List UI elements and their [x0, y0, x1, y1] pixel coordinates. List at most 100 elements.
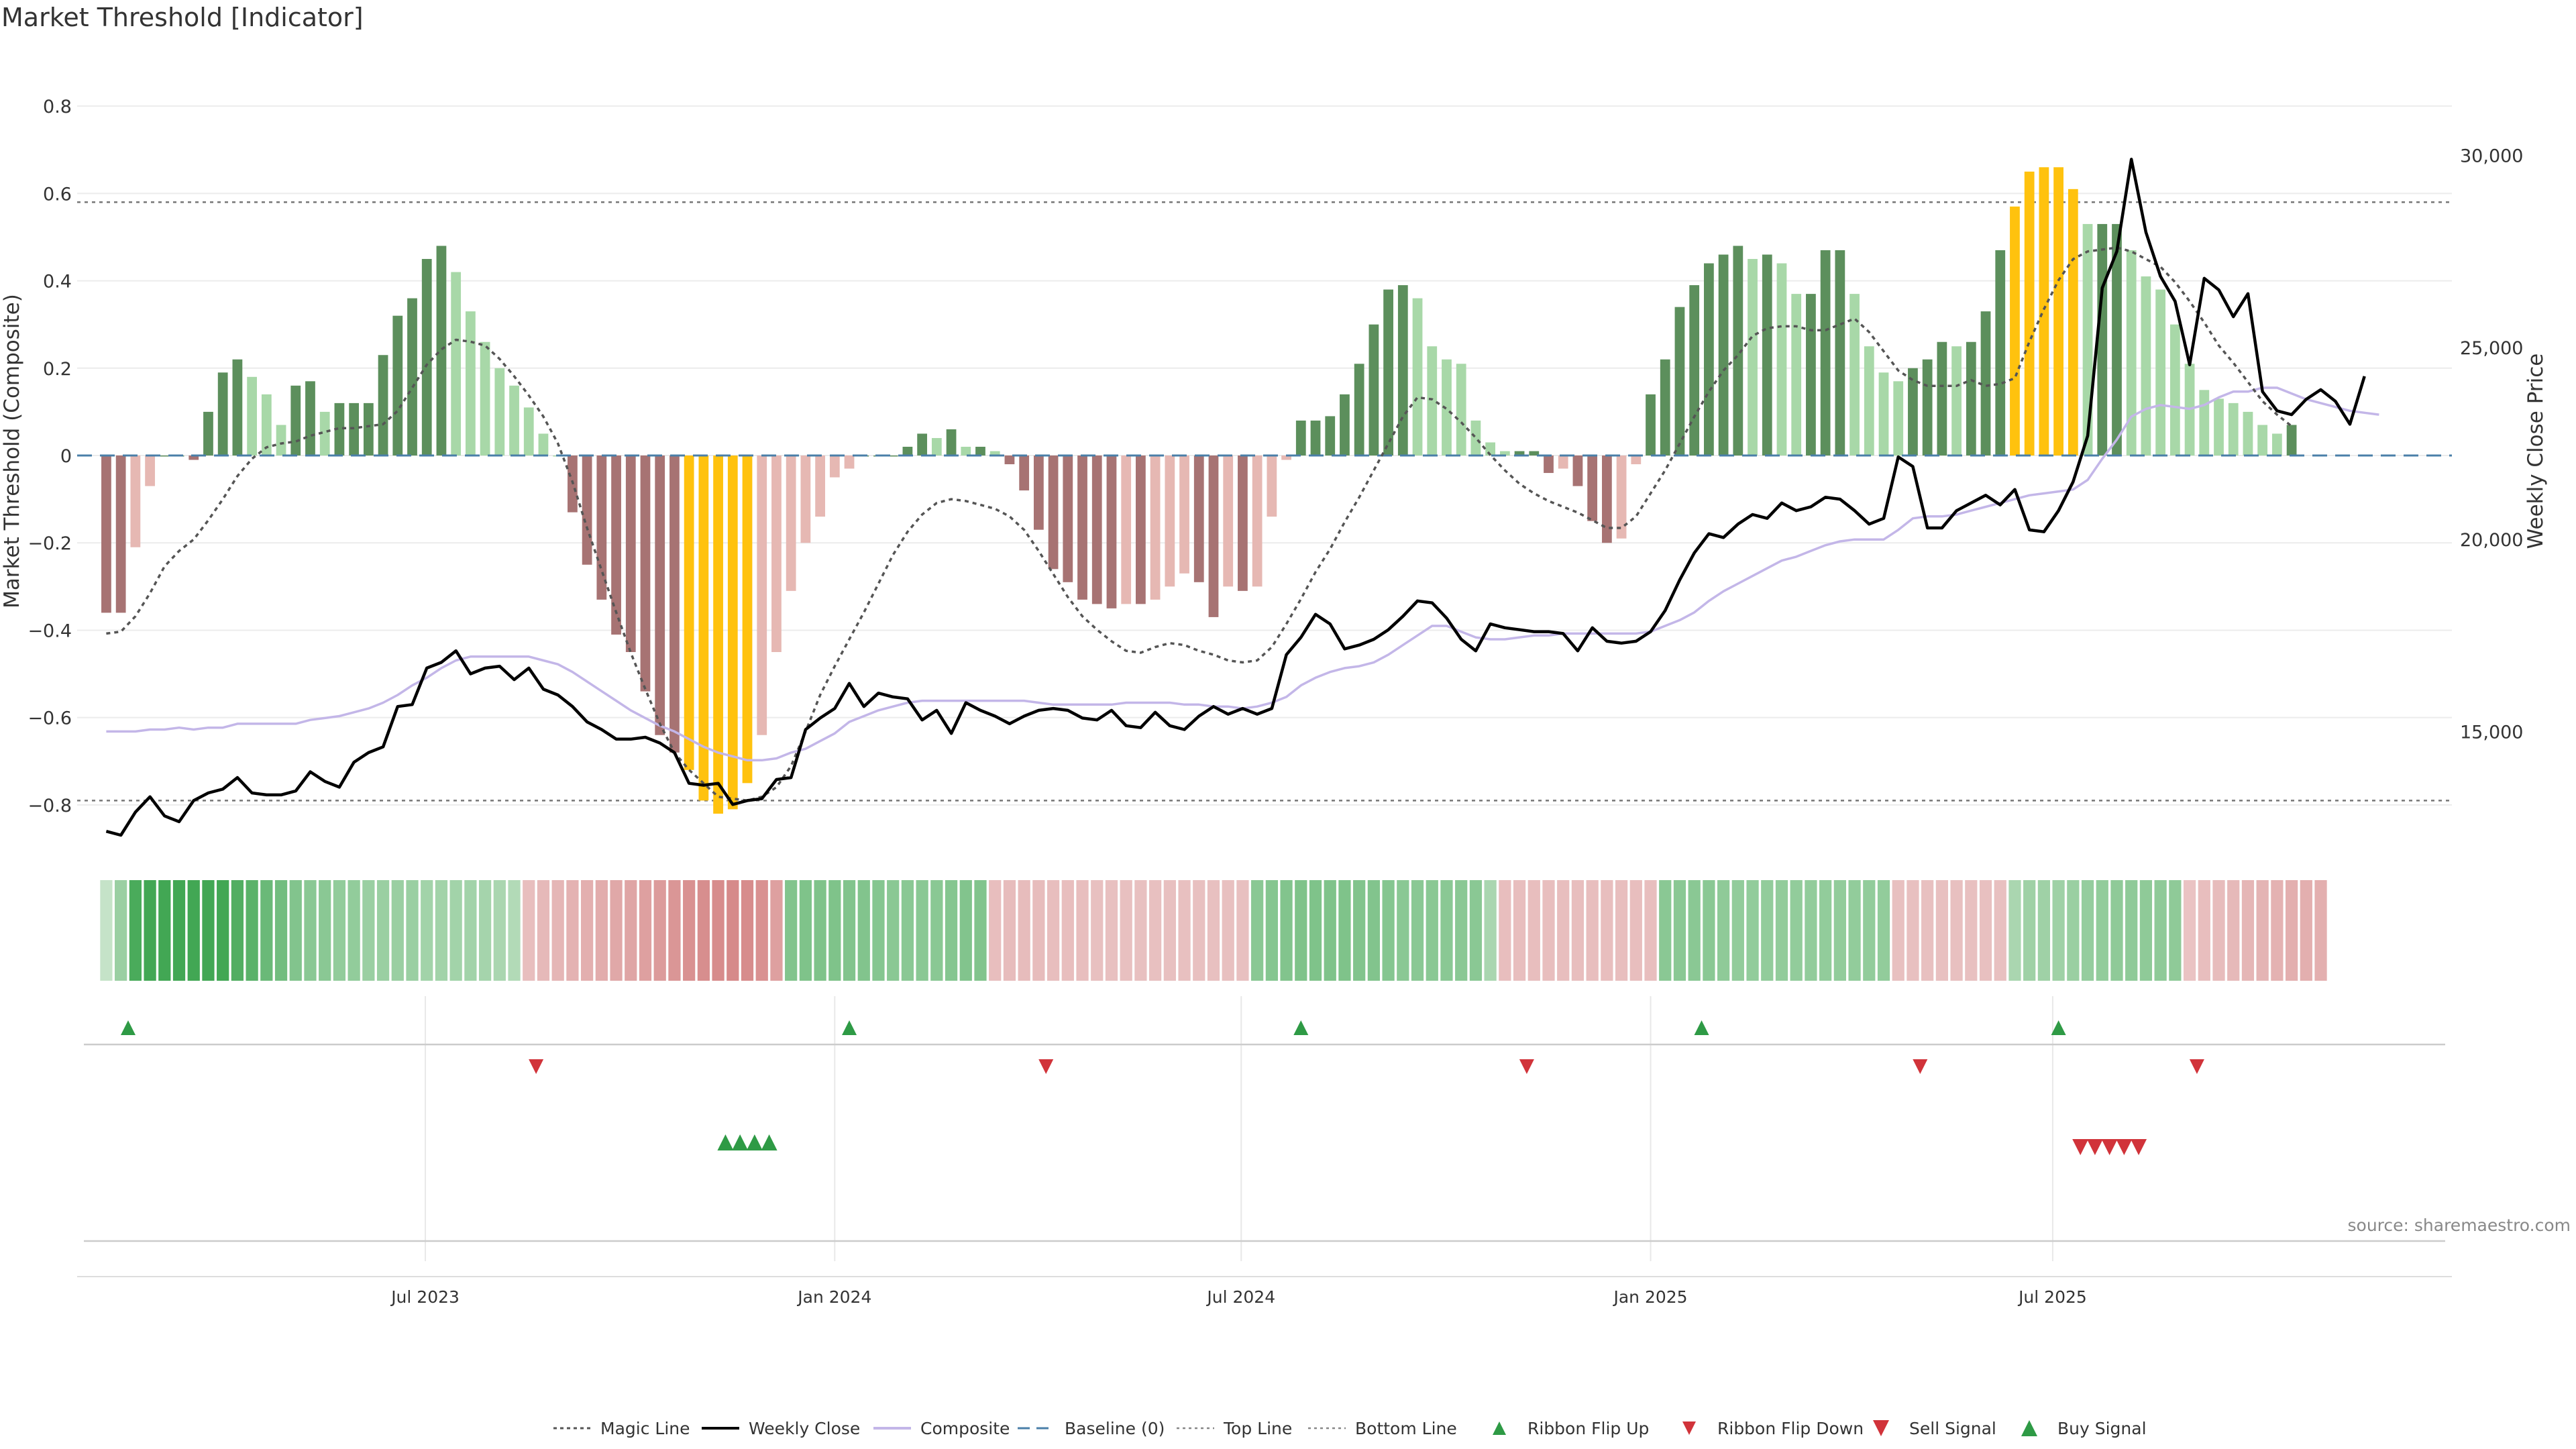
composite-bar [392, 315, 403, 456]
composite-bar [640, 455, 651, 692]
composite-bar [1718, 254, 1729, 456]
composite-bar [611, 455, 621, 635]
heat-strip-cell [2110, 880, 2123, 981]
heat-strip-cell [2241, 880, 2255, 981]
legend-item: Sell Signal [1909, 1419, 1996, 1438]
composite-bar [2257, 425, 2268, 456]
legend-label: Sell Signal [1909, 1419, 1996, 1438]
heat-strip-cell [1324, 880, 1336, 981]
ribbon-flip-up-marker [1293, 1020, 1309, 1035]
x-tick-label: Jul 2023 [390, 1287, 460, 1307]
heat-strip-cell [1935, 880, 1948, 981]
source-credit: source: sharemaestro.com [2347, 1216, 2571, 1235]
heat-strip-cell [1148, 880, 1162, 981]
heat-strip-cell [1965, 880, 1978, 981]
composite-bar [203, 411, 213, 456]
heat-strip-cell [115, 880, 127, 981]
legend-item: Baseline (0) [1018, 1419, 1165, 1438]
heat-strip-cell [770, 880, 783, 981]
x-tick-label: Jan 2025 [1612, 1287, 1687, 1307]
heat-strip-cell [406, 880, 419, 981]
composite-bar [1499, 451, 1510, 456]
heat-strip-cell [551, 880, 564, 981]
heat-strip-cell [1921, 880, 1934, 981]
composite-bar [1470, 420, 1481, 456]
heat-strip-cell [333, 880, 346, 981]
composite-bar [538, 433, 549, 456]
composite-bar [378, 355, 388, 456]
heat-strip-cell [727, 880, 739, 981]
heat-strip-cell [566, 880, 579, 981]
heat-strip-cell [872, 880, 885, 981]
composite-bar [596, 455, 607, 600]
heat-strip-cell [755, 880, 768, 981]
heat-strip-cell [1120, 880, 1132, 981]
composite-bar [1646, 394, 1656, 456]
composite-bar [305, 381, 315, 456]
composite-bar [494, 368, 505, 456]
composite-bar [1689, 285, 1700, 456]
heat-strip-cell [1629, 880, 1642, 981]
y-tick-label-left: −0.8 [28, 796, 72, 816]
composite-bar [1544, 455, 1554, 474]
composite-bar [2155, 289, 2166, 456]
composite-bar [1762, 254, 1772, 456]
composite-bar [1252, 455, 1263, 587]
heat-strip-cell [1950, 880, 1963, 981]
composite-bar [509, 385, 519, 456]
heat-strip-cell [274, 880, 288, 981]
legend-label: Baseline (0) [1065, 1419, 1165, 1438]
weekly-close-line [105, 158, 2366, 837]
composite-bar [1572, 455, 1583, 486]
composite-bar [1529, 451, 1540, 456]
heat-strip-cell [1280, 880, 1293, 981]
heat-strip-cell [1163, 880, 1176, 981]
composite-bar [1601, 455, 1612, 543]
composite-bar [1383, 289, 1393, 456]
heat-strip-cell [1703, 880, 1715, 981]
heat-strip-cell [1236, 880, 1249, 981]
composite-bar [800, 455, 811, 543]
heat-strip-cell [523, 880, 535, 981]
composite-bar [1937, 341, 1947, 456]
composite-bar [1791, 294, 1802, 456]
buy-signal-marker [717, 1134, 734, 1150]
heat-strip-cell [785, 880, 798, 981]
composite-bar [276, 425, 286, 456]
composite-bar [1267, 455, 1277, 517]
heat-strip-cell [2314, 880, 2327, 981]
heat-strip-cell [1907, 880, 1919, 981]
heat-strip-cell [901, 880, 914, 981]
composite-bar [1660, 359, 1670, 456]
composite-bar [480, 341, 490, 456]
x-tick-label: Jan 2024 [796, 1287, 871, 1307]
heat-strip-cell [1018, 880, 1030, 981]
legend-item: Composite [873, 1419, 1010, 1438]
composite-bar [189, 455, 199, 460]
composite-bar [1368, 324, 1379, 456]
heat-strip-cell [799, 880, 812, 981]
composite-bar [1354, 364, 1364, 456]
composite-bar [786, 455, 796, 591]
composite-bar [757, 455, 767, 735]
composite-bar [1033, 455, 1044, 530]
composite-bar [1004, 455, 1015, 465]
heat-strip-cell [1775, 880, 1788, 981]
composite-bar [1733, 246, 1743, 456]
heat-strip-cell [1863, 880, 1876, 981]
heat-strip-cell [2096, 880, 2108, 981]
sell-signal-marker [2131, 1139, 2147, 1155]
heat-strip-cell [1134, 880, 1147, 981]
heat-strip-cell [1615, 880, 1628, 981]
heat-strip-cell [537, 880, 550, 981]
heat-strip-cell [362, 880, 375, 981]
composite-bar [655, 455, 665, 735]
heat-strip-cell [1586, 880, 1599, 981]
heat-strip-cell [100, 880, 113, 981]
composite-bar [829, 455, 840, 478]
composite-bar [1150, 455, 1161, 600]
heat-strip-cell [1761, 880, 1774, 981]
y-tick-label-right: 20,000 [2460, 530, 2523, 551]
heat-strip-cell [391, 880, 404, 981]
y-tick-label-left: 0 [60, 446, 72, 467]
